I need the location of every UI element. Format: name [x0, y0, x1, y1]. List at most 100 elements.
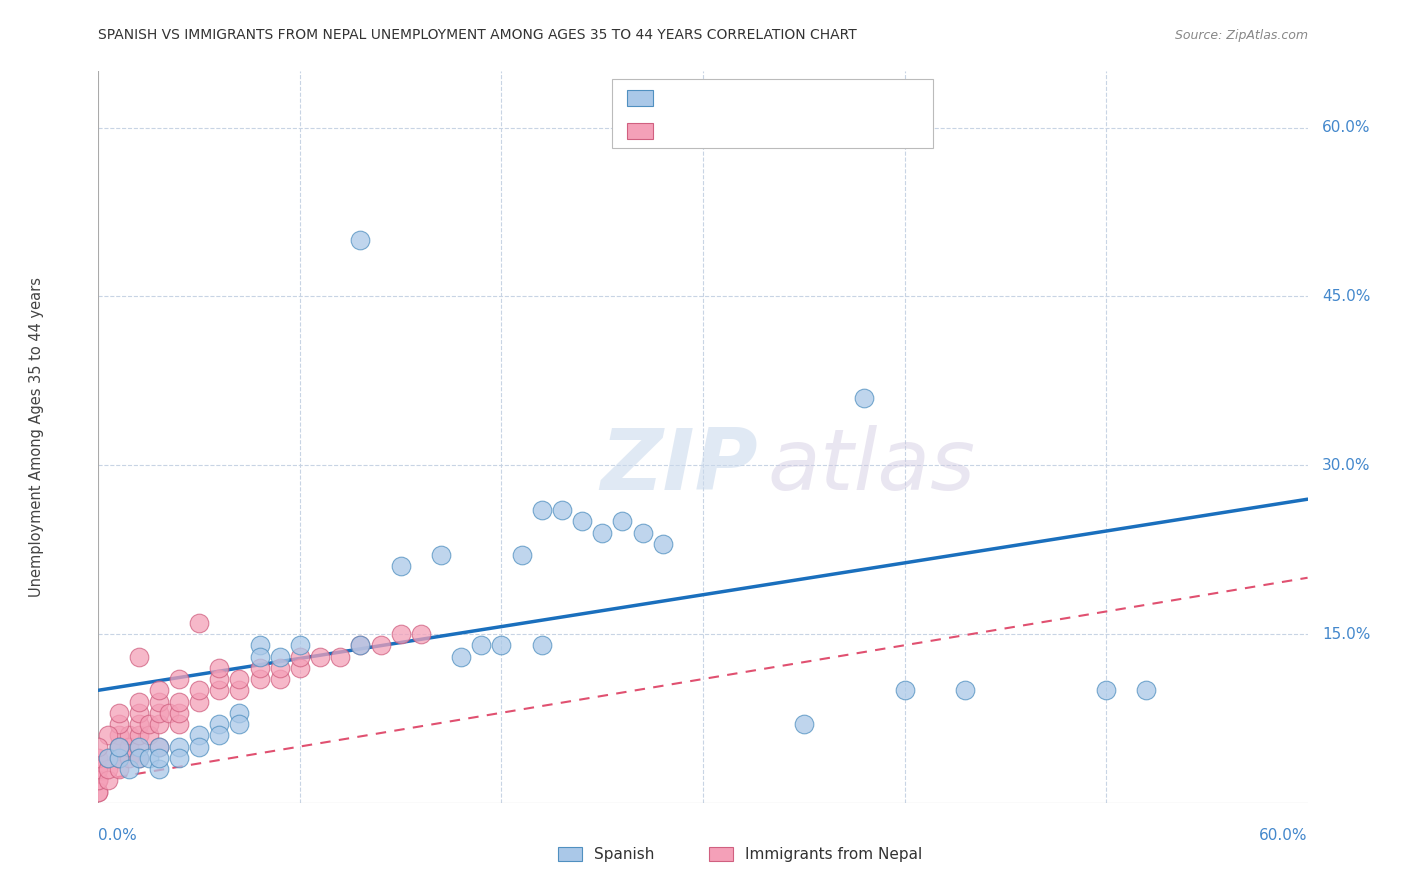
Text: R = 0.228   N =  61: R = 0.228 N = 61 — [668, 122, 831, 140]
Point — [107, 751, 129, 765]
Text: 15.0%: 15.0% — [1322, 626, 1371, 641]
Point — [309, 649, 332, 664]
Point — [208, 683, 231, 698]
Point — [288, 649, 311, 664]
Point — [128, 694, 150, 708]
Point — [167, 694, 190, 708]
Point — [167, 672, 190, 686]
FancyBboxPatch shape — [709, 847, 734, 862]
Point — [470, 638, 492, 652]
Point — [188, 683, 211, 698]
Text: 45.0%: 45.0% — [1322, 289, 1371, 304]
Point — [349, 233, 371, 247]
Point — [97, 728, 120, 742]
Point — [148, 739, 170, 754]
Point — [329, 649, 352, 664]
Point — [107, 739, 129, 754]
Point — [87, 762, 110, 776]
Point — [188, 728, 211, 742]
Point — [148, 739, 170, 754]
Point — [167, 706, 190, 720]
Point — [107, 762, 129, 776]
Point — [450, 649, 472, 664]
Point — [793, 717, 815, 731]
Point — [138, 717, 160, 731]
Point — [249, 649, 271, 664]
Point — [87, 762, 110, 776]
Point — [97, 762, 120, 776]
Point — [370, 638, 392, 652]
Point — [87, 784, 110, 798]
Point — [148, 762, 170, 776]
Text: 60.0%: 60.0% — [1260, 829, 1308, 844]
Point — [249, 638, 271, 652]
Point — [128, 728, 150, 742]
Point — [953, 683, 976, 698]
Point — [893, 683, 915, 698]
Point — [228, 706, 250, 720]
Point — [409, 627, 432, 641]
Point — [107, 728, 129, 742]
Point — [118, 762, 141, 776]
Point — [188, 615, 211, 630]
Point — [107, 751, 129, 765]
Point — [128, 739, 150, 754]
Point — [138, 728, 160, 742]
Text: Spanish: Spanish — [595, 847, 655, 862]
Point — [551, 503, 574, 517]
Point — [269, 649, 291, 664]
Point — [118, 728, 141, 742]
Point — [228, 672, 250, 686]
Point — [148, 706, 170, 720]
Point — [167, 751, 190, 765]
Point — [269, 672, 291, 686]
Point — [612, 515, 634, 529]
Point — [138, 751, 160, 765]
Point — [148, 683, 170, 698]
Point — [128, 751, 150, 765]
Point — [853, 391, 876, 405]
Point — [97, 751, 120, 765]
FancyBboxPatch shape — [627, 90, 654, 106]
Text: atlas: atlas — [768, 425, 976, 508]
Text: Immigrants from Nepal: Immigrants from Nepal — [745, 847, 922, 862]
Point — [148, 751, 170, 765]
Point — [228, 717, 250, 731]
FancyBboxPatch shape — [558, 847, 582, 862]
Point — [389, 627, 412, 641]
Point — [491, 638, 513, 652]
Point — [651, 537, 673, 551]
Point — [208, 717, 231, 731]
Point — [530, 503, 553, 517]
Point — [97, 751, 120, 765]
Point — [208, 728, 231, 742]
Point — [87, 773, 110, 788]
Point — [1095, 683, 1118, 698]
Text: 30.0%: 30.0% — [1322, 458, 1371, 473]
Point — [128, 739, 150, 754]
Point — [349, 638, 371, 652]
Point — [87, 773, 110, 788]
Point — [571, 515, 593, 529]
Point — [1135, 683, 1157, 698]
Point — [389, 559, 412, 574]
Point — [430, 548, 453, 562]
Point — [167, 739, 190, 754]
Text: R = 0.263   N = 44: R = 0.263 N = 44 — [668, 88, 825, 107]
Point — [188, 739, 211, 754]
Text: Unemployment Among Ages 35 to 44 years: Unemployment Among Ages 35 to 44 years — [30, 277, 44, 597]
Point — [107, 739, 129, 754]
Text: ZIP: ZIP — [600, 425, 758, 508]
Point — [87, 739, 110, 754]
Point — [87, 784, 110, 798]
Point — [249, 661, 271, 675]
Point — [118, 739, 141, 754]
Point — [167, 717, 190, 731]
Point — [107, 717, 129, 731]
Point — [530, 638, 553, 652]
Point — [208, 661, 231, 675]
Point — [128, 649, 150, 664]
FancyBboxPatch shape — [627, 123, 654, 139]
Point — [148, 717, 170, 731]
Text: 0.0%: 0.0% — [98, 829, 138, 844]
